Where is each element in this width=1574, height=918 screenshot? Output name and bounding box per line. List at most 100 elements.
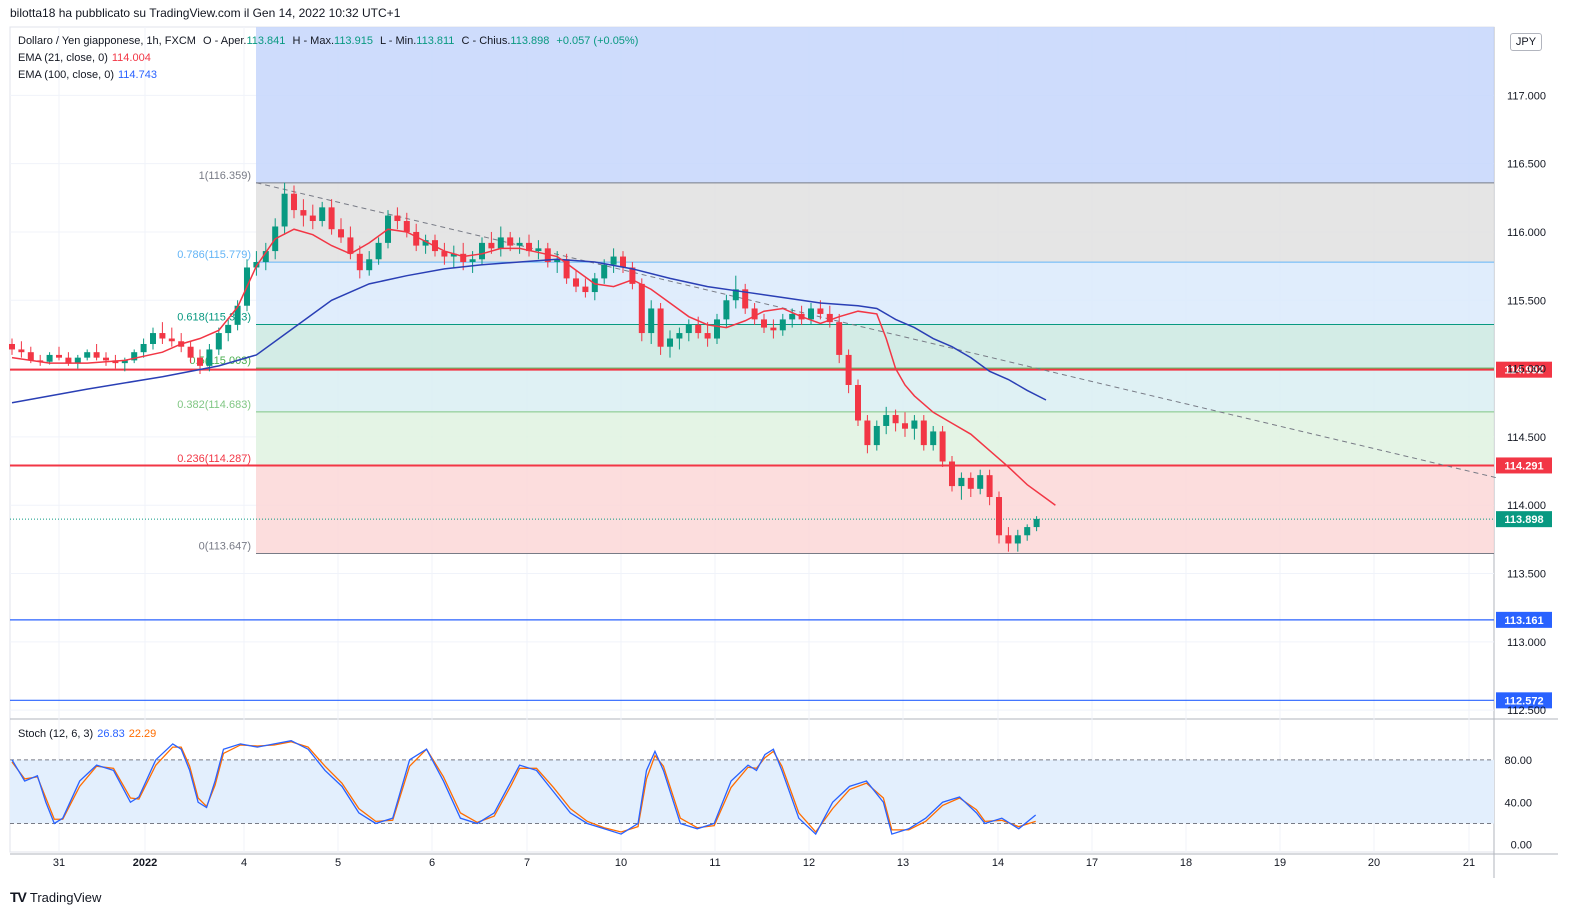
candle-body	[450, 253, 457, 257]
stoch-tick-label: 40.00	[1504, 797, 1532, 809]
candle-body	[892, 415, 899, 424]
price-tag-label: 114.291	[1504, 460, 1543, 472]
candle-body	[65, 357, 72, 364]
last-price-tag	[1496, 511, 1552, 528]
time-tick-label: 31	[53, 857, 65, 869]
stoch-label: Stoch (12, 6, 3)	[18, 728, 94, 740]
candle-body	[1014, 535, 1021, 544]
price-tick-label: 117.000	[1507, 90, 1546, 102]
axes: 31 2022 4 5 6 7 10 11 12 13 14 17 18 19 20 21 117.000 116…	[53, 90, 1546, 869]
candle-body	[225, 324, 232, 334]
candle-body	[845, 354, 852, 385]
price-tick-label: 114.500	[1507, 432, 1546, 444]
price-tick-label: 114.000	[1507, 500, 1546, 512]
stoch-k-value: 26.83	[97, 728, 125, 740]
fib-level-label: 0(113.647)	[199, 540, 251, 552]
candle-body	[309, 215, 316, 222]
candle-body	[855, 384, 861, 421]
ema21-label: EMA (21, close, 0)	[18, 52, 108, 64]
symbol-name: Dollaro / Yen giapponese, 1h, FXCM	[18, 35, 196, 47]
ema100-legend: EMA (100, close, 0) 114.743	[18, 69, 161, 81]
candle-body	[657, 308, 664, 347]
ema21-line	[11, 228, 1056, 506]
candle-body	[93, 352, 100, 358]
tradingview-logo[interactable]: TV TradingView	[10, 889, 101, 905]
candle-body	[996, 497, 1002, 536]
candle-body	[131, 352, 138, 361]
candle-body	[338, 229, 344, 238]
candle-body	[347, 237, 354, 254]
candle-body	[826, 313, 833, 323]
time-tick-label: 6	[429, 857, 435, 869]
candle-body	[732, 289, 739, 301]
price-tag	[1496, 457, 1552, 474]
time-tick-label: 11	[709, 857, 720, 869]
currency-button[interactable]: JPY	[1510, 33, 1542, 51]
candle-body	[526, 242, 532, 252]
candle-body	[704, 333, 711, 339]
candle-body	[610, 256, 617, 265]
candle-body	[140, 343, 147, 353]
candle-body	[761, 319, 767, 328]
stochastic-panel: 80.00 40.00 0.00	[10, 740, 1532, 852]
time-tick-label: 14	[992, 857, 1004, 869]
fib-band	[256, 466, 1494, 554]
ema21-value: 114.004	[111, 52, 151, 64]
price-tag	[1496, 611, 1552, 628]
candle-body	[497, 237, 504, 249]
candle-body	[629, 267, 636, 284]
time-tick-label: 10	[615, 857, 627, 869]
ema100-label: EMA (100, close, 0)	[18, 69, 114, 81]
candle-body	[873, 425, 880, 446]
price-tick-label: 116.000	[1507, 227, 1546, 239]
stoch-d-line	[11, 741, 1036, 834]
fib-level-label: 0.786(115.779)	[177, 249, 251, 261]
trendline	[256, 182, 1498, 479]
candle-body	[714, 319, 720, 339]
candle-body	[949, 461, 955, 487]
candle-body	[1005, 535, 1012, 544]
candle-body	[770, 327, 777, 331]
close-value: 113.898	[510, 35, 550, 47]
time-tick-label: 2022	[133, 857, 157, 869]
symbol-legend: Dollaro / Yen giapponese, 1h, FXCM O - A…	[18, 35, 642, 47]
ema-lines	[11, 228, 1056, 506]
candle-body	[836, 322, 843, 355]
candle-body	[469, 259, 476, 263]
candle-body	[620, 256, 626, 268]
change-value: +0.057 (+0.05%)	[556, 35, 639, 47]
candle-body	[394, 215, 401, 222]
candle-body	[103, 357, 109, 361]
candle-body	[488, 242, 495, 249]
candle-body	[56, 354, 62, 358]
ema100-line	[11, 258, 1047, 404]
time-tick-label: 19	[1274, 857, 1286, 869]
price-tick-label: 113.000	[1507, 637, 1546, 649]
candle-body	[789, 313, 796, 320]
candle-body	[958, 477, 965, 487]
ema21-legend: EMA (21, close, 0) 114.004	[18, 52, 155, 64]
candle-body	[300, 210, 307, 216]
high-label: H - Max.	[292, 35, 335, 47]
candle-body	[18, 349, 25, 353]
candle-body	[676, 333, 683, 339]
candle-body	[366, 259, 373, 271]
candle-body	[864, 420, 871, 446]
candle-body	[206, 349, 213, 366]
price-tick-label: 113.500	[1507, 569, 1546, 581]
candle-body	[967, 477, 974, 489]
time-tick-label: 5	[335, 857, 341, 869]
stoch-tick-label: 80.00	[1504, 755, 1532, 767]
candle-body	[375, 242, 382, 260]
candle-body	[422, 240, 429, 246]
candle-body	[939, 431, 946, 462]
candle-body	[215, 333, 222, 350]
candle-body	[601, 264, 608, 279]
candle-body	[121, 360, 128, 364]
fib-level-label: 0.236(114.287)	[177, 453, 251, 465]
time-tick-label: 7	[524, 857, 530, 869]
time-tick-label: 21	[1463, 857, 1475, 869]
candle-body	[159, 333, 166, 339]
stoch-k-line	[11, 740, 1037, 836]
